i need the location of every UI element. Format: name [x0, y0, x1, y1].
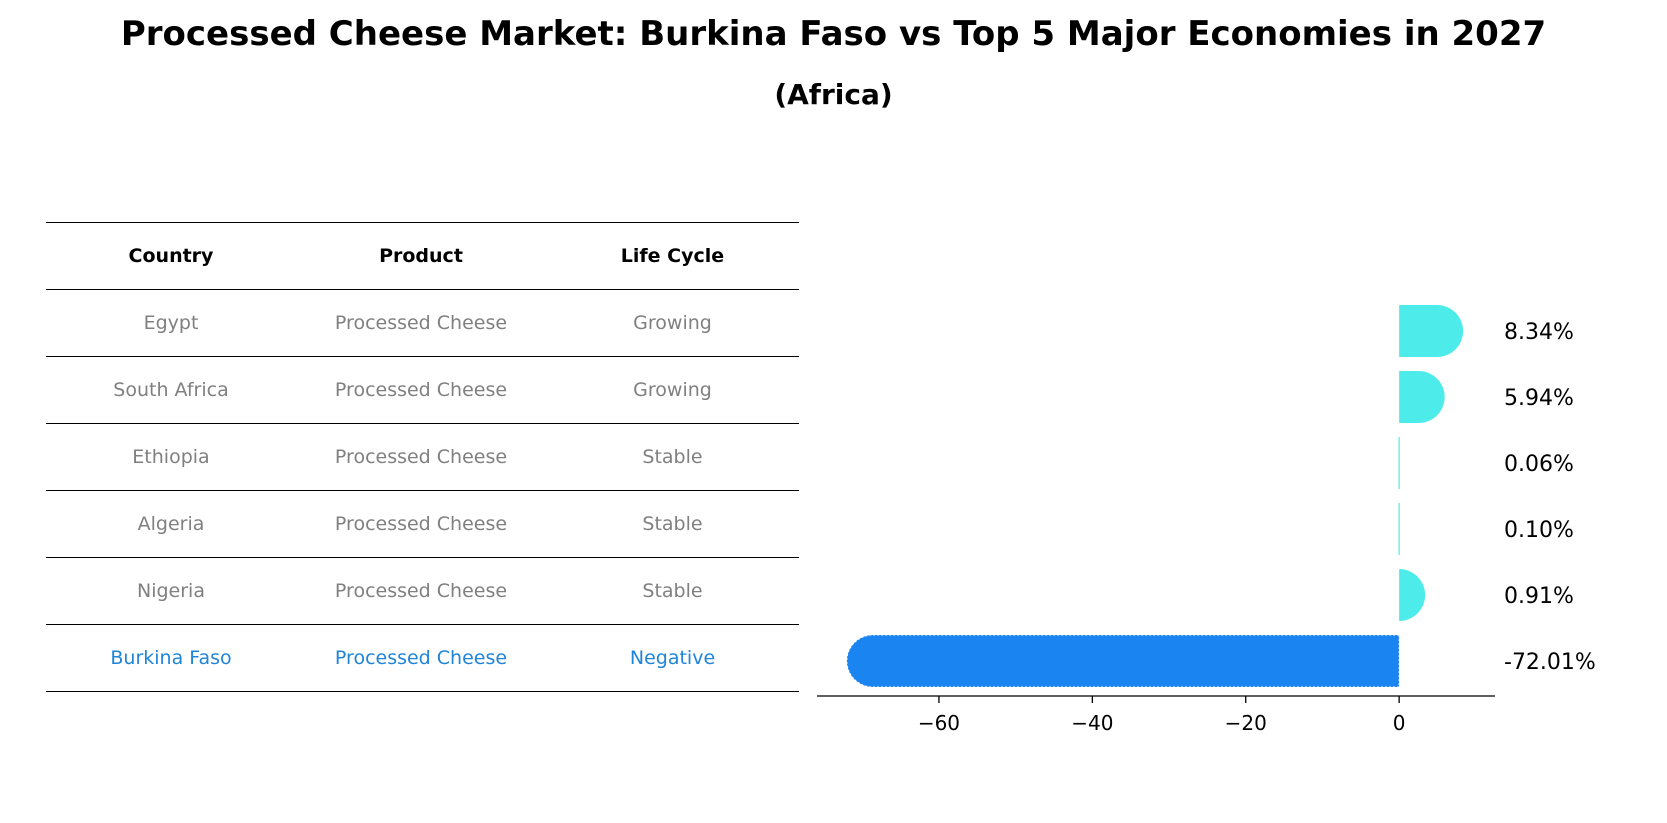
life-cycle-cell: Stable: [642, 446, 703, 468]
header-product: Product: [379, 245, 463, 267]
country-cell: Nigeria: [137, 580, 205, 602]
table-row: South Africa Processed Cheese Growing: [46, 356, 799, 423]
bar-nigeria: [1399, 569, 1426, 621]
table-row-highlight: Burkina Faso Processed Cheese Negative: [46, 624, 799, 692]
life-cycle-cell: Negative: [629, 647, 716, 669]
market-table: Country Product Life Cycle Egypt Process…: [46, 222, 799, 692]
table-row: Ethiopia Processed Cheese Stable: [46, 423, 799, 490]
x-tick-label: 0: [1393, 711, 1406, 735]
bar-ethiopia: [1398, 437, 1400, 489]
bar-algeria: [1398, 503, 1400, 555]
life-cycle-cell: Stable: [642, 513, 703, 535]
country-cell: Burkina Faso: [110, 647, 232, 669]
table-header-row: Country Product Life Cycle: [46, 222, 799, 289]
country-cell: Ethiopia: [132, 446, 210, 468]
country-cell: Algeria: [137, 513, 205, 535]
bar-value-label: 0.10%: [1504, 518, 1574, 543]
bar-south-africa: [1399, 371, 1445, 423]
x-tick-label: −20: [1225, 711, 1267, 735]
table-row: Egypt Processed Cheese Growing: [46, 289, 799, 356]
product-cell: Processed Cheese: [334, 312, 508, 334]
bar-egypt: [1399, 305, 1464, 357]
bar-value-label: 0.91%: [1504, 584, 1574, 609]
product-cell: Processed Cheese: [334, 580, 508, 602]
header-life-cycle: Life Cycle: [620, 245, 725, 267]
product-cell: Processed Cheese: [334, 379, 508, 401]
chart-title: Processed Cheese Market: Burkina Faso vs…: [120, 14, 1547, 54]
header-country: Country: [128, 245, 214, 267]
life-cycle-cell: Growing: [633, 312, 712, 334]
life-cycle-cell: Stable: [642, 580, 703, 602]
product-cell: Processed Cheese: [334, 513, 508, 535]
bar-value-label: -72.01%: [1504, 650, 1596, 675]
bar-burkina-faso: [846, 634, 1400, 688]
bar-value-label: 0.06%: [1504, 452, 1574, 477]
bar-value-label: 8.34%: [1504, 320, 1574, 345]
product-cell: Processed Cheese: [334, 647, 508, 669]
life-cycle-cell: Growing: [633, 379, 712, 401]
country-cell: South Africa: [113, 379, 229, 401]
country-cell: Egypt: [143, 312, 199, 334]
table-row: Nigeria Processed Cheese Stable: [46, 557, 799, 624]
x-tick-label: −40: [1071, 711, 1113, 735]
table-row: Algeria Processed Cheese Stable: [46, 490, 799, 557]
product-cell: Processed Cheese: [334, 446, 508, 468]
bar-value-label: 5.94%: [1504, 386, 1574, 411]
chart-subtitle: (Africa): [774, 78, 893, 111]
x-tick-label: −60: [918, 711, 960, 735]
